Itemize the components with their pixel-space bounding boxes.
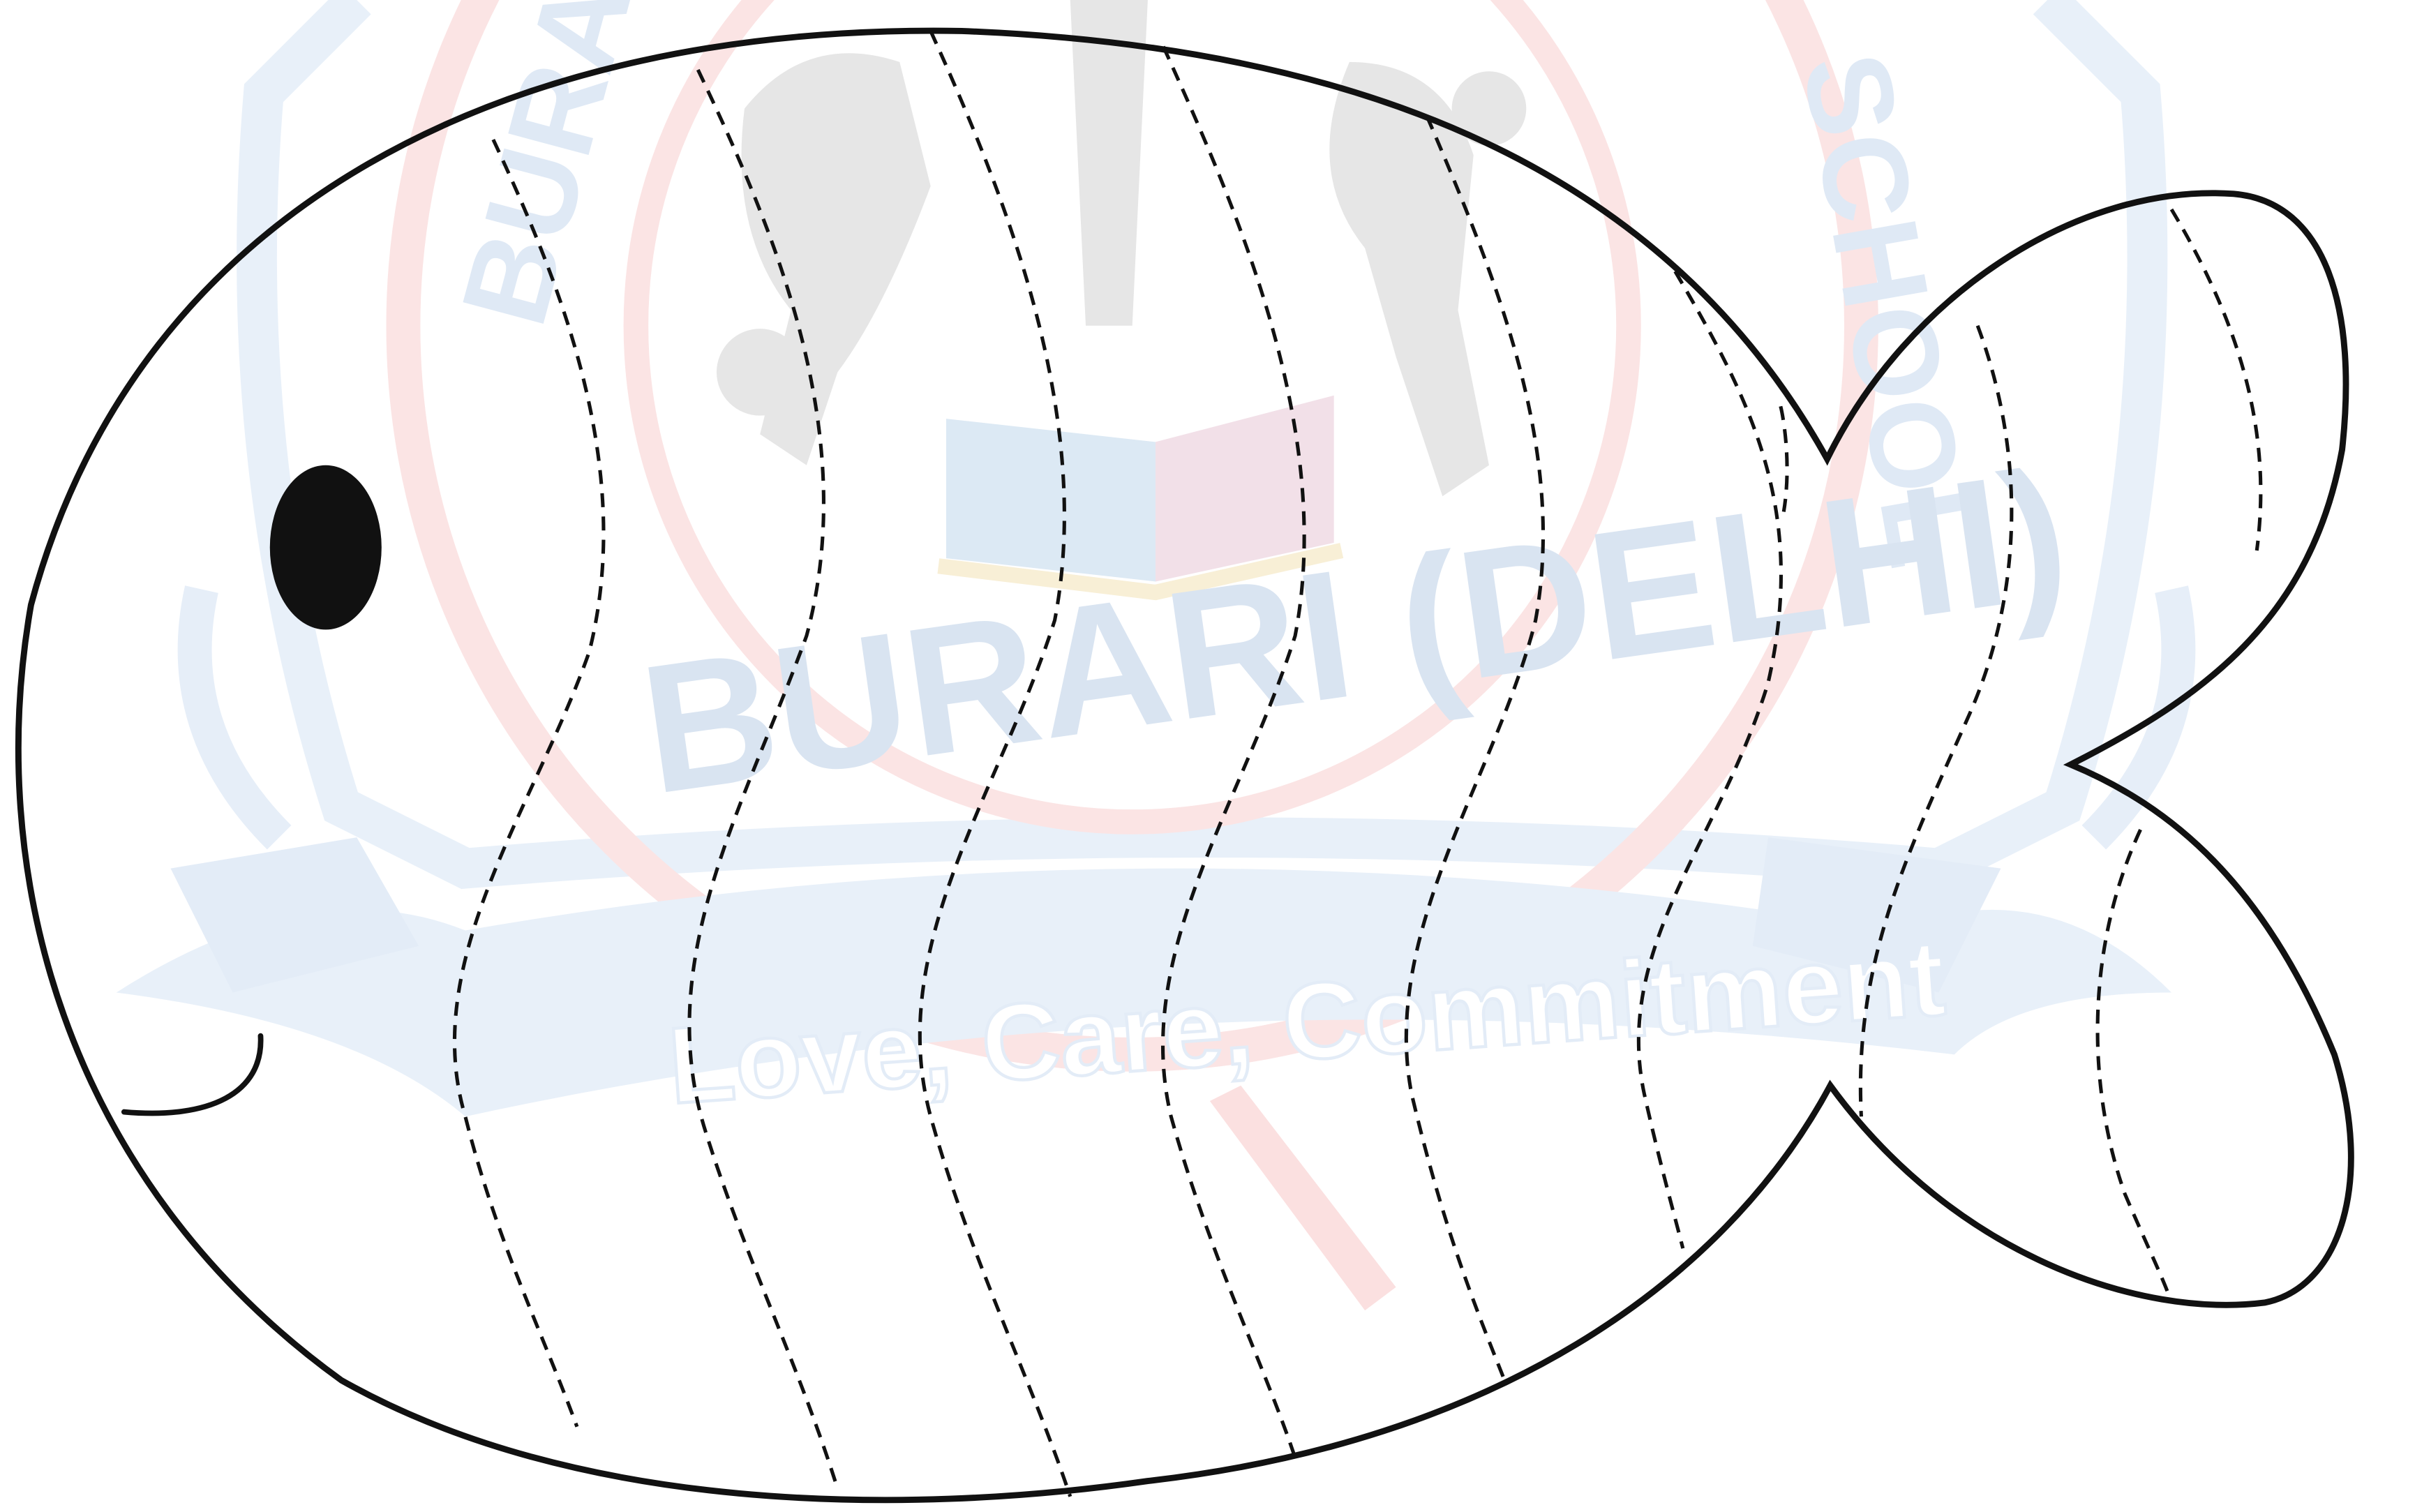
logo-inner-frame — [177, 585, 292, 850]
logo-ribbon-fold-left — [170, 837, 419, 993]
logo-inner-ring — [623, 0, 1641, 834]
body-stripe-4 — [1160, 45, 1306, 1459]
tail-stripe-2 — [2169, 208, 2263, 551]
school-logo-watermark: BURARI SCHOOL BURARI (DELHI) Love, Care,… — [116, 0, 2196, 1311]
logo-torch-handle — [1209, 1085, 1396, 1311]
fish — [15, 27, 2354, 1504]
fish-body-stripes — [453, 30, 1789, 1497]
tail-stripe-3 — [2095, 828, 2174, 1303]
body-stripe-3 — [918, 30, 1072, 1497]
logo-book — [937, 395, 1344, 601]
fish-outline — [15, 27, 2354, 1504]
body-stripe-2 — [687, 68, 839, 1490]
fish-eye — [269, 465, 382, 630]
body-stripe-1 — [453, 138, 606, 1428]
fish-tail-stripes — [1858, 208, 2263, 1303]
logo-ribbon-fold-right — [1752, 837, 2001, 993]
logo-frame — [237, 0, 2168, 890]
tail-stripe-1 — [1858, 324, 2014, 1117]
logo-sport-figures — [716, 0, 1527, 497]
logo-outer-ring — [386, 0, 1878, 1072]
body-stripe-7 — [1779, 405, 1789, 512]
logo-inner-frame-right — [2081, 585, 2196, 850]
fish-mouth — [121, 1033, 264, 1116]
logo-ribbon — [116, 868, 2172, 1117]
body-stripe-5 — [1404, 115, 1546, 1382]
